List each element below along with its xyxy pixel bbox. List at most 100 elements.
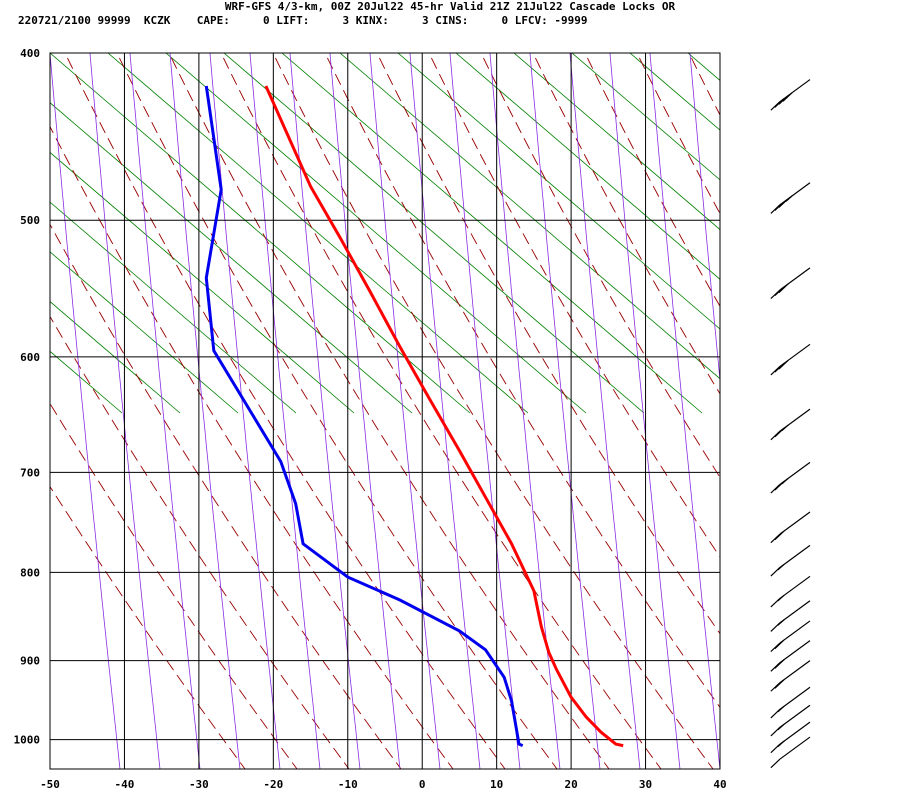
barb-flag	[781, 424, 789, 432]
barb-flag	[774, 98, 785, 108]
temperature-profile	[264, 85, 624, 748]
barb-flag	[785, 195, 793, 202]
dry-adiabat	[442, 0, 900, 413]
tick-labels: -50 -40 -30 -20 -10 0 10 20 30 40 400 500 600 700 800 9…	[14, 47, 727, 791]
moist-adiabat	[764, 0, 900, 800]
dry-adiabat	[50, 251, 239, 414]
moist-adiabat	[50, 402, 298, 769]
mixing-ratio-line	[50, 53, 121, 769]
dry-adiabat	[281, 53, 703, 414]
moist-adiabat	[50, 223, 402, 769]
barb-flag	[777, 723, 785, 731]
barb-flag	[777, 705, 785, 713]
mixing-ratio-line	[529, 53, 601, 769]
mixing-ratio-line	[169, 53, 241, 769]
pressure-tick-label: 800	[20, 566, 40, 579]
barb-flag	[777, 740, 785, 748]
barb-flag	[774, 530, 785, 541]
wind-barb	[770, 343, 811, 376]
barb-staff	[779, 704, 811, 728]
wind-barb	[770, 620, 811, 653]
barb-staff	[779, 736, 811, 760]
barb-staff	[779, 640, 811, 664]
wind-barb	[770, 575, 811, 608]
x-tick-label: -10	[338, 778, 358, 791]
x-tick-label: -30	[189, 778, 209, 791]
x-tick-label: -40	[115, 778, 135, 791]
barb-staff	[779, 686, 811, 710]
barb-staff	[779, 511, 811, 535]
pressure-tick-label: 500	[20, 214, 40, 227]
barb-flag	[770, 289, 781, 299]
moist-adiabat	[50, 315, 350, 769]
barb-flag	[774, 639, 785, 650]
barb-flag	[774, 286, 785, 297]
barb-flag	[770, 101, 781, 111]
moist-adiabat	[64, 53, 506, 769]
wind-barb	[770, 660, 811, 692]
mixing-ratio-line	[209, 53, 281, 769]
barb-staff	[779, 721, 811, 745]
x-tick-label: 0	[419, 778, 426, 791]
pressure-tick-label: 1000	[14, 734, 41, 747]
barb-flag	[770, 642, 781, 653]
barb-flag	[782, 92, 793, 102]
wind-barb	[770, 79, 811, 111]
barb-flag	[770, 682, 781, 692]
dewpoint-profile	[204, 85, 524, 747]
barb-flag	[781, 477, 789, 485]
dry-adiabat	[223, 53, 645, 414]
moist-adiabat	[584, 53, 720, 308]
dry-adiabat	[50, 201, 297, 414]
moist-adiabat	[480, 53, 720, 479]
moist-adiabat	[220, 53, 662, 769]
wind-barb	[770, 736, 811, 769]
dry-adiabat	[629, 53, 720, 131]
barb-flag	[774, 659, 785, 669]
mixing-ratio-line	[609, 53, 681, 769]
moist-adiabat	[636, 53, 720, 215]
wind-barb	[770, 511, 811, 544]
mixing-ratio-line	[689, 53, 720, 385]
x-tick-label: 10	[490, 778, 503, 791]
wind-barb	[770, 461, 811, 494]
wind-barb	[770, 686, 811, 719]
barb-flag	[777, 619, 785, 626]
barb-flag	[778, 95, 789, 105]
barb-staff	[779, 575, 811, 599]
moist-adiabat	[50, 125, 454, 769]
dry-adiabat	[107, 53, 529, 414]
sounding-stats: 220721/2100 99999 KCZK CAPE: 0 LIFT: 3 K…	[18, 14, 588, 27]
moist-adiabat	[168, 53, 610, 769]
barb-flag	[770, 533, 781, 544]
moist-adiabat	[116, 53, 558, 769]
wind-barb	[770, 704, 811, 737]
series-layer	[204, 85, 624, 748]
barb-flag	[777, 594, 785, 602]
mixing-ratio-line	[369, 53, 441, 769]
barb-flag	[778, 283, 789, 294]
wind-barb	[770, 267, 811, 299]
dry-adiabat	[165, 53, 587, 414]
wind-barbs	[770, 79, 811, 769]
mixing-ratio-line	[289, 53, 361, 769]
barb-flag	[770, 483, 781, 494]
wind-barb	[770, 182, 811, 214]
wind-barb	[770, 640, 811, 672]
moist-adiabat	[428, 53, 720, 558]
dry-adiabat	[50, 53, 471, 414]
moist-adiabat	[324, 53, 720, 709]
x-tick-label: 40	[713, 778, 726, 791]
barb-flag	[774, 679, 785, 689]
barb-flag	[770, 204, 781, 214]
barb-staff	[779, 544, 811, 568]
x-tick-label: -20	[263, 778, 283, 791]
mixing-ratio-line	[569, 53, 641, 769]
mixing-ratio-line	[329, 53, 401, 769]
mixing-ratio-line	[129, 53, 201, 769]
barb-flag	[778, 359, 789, 370]
wind-barb	[770, 600, 811, 632]
moist-adiabat	[532, 53, 720, 395]
x-tick-label: -50	[40, 778, 60, 791]
